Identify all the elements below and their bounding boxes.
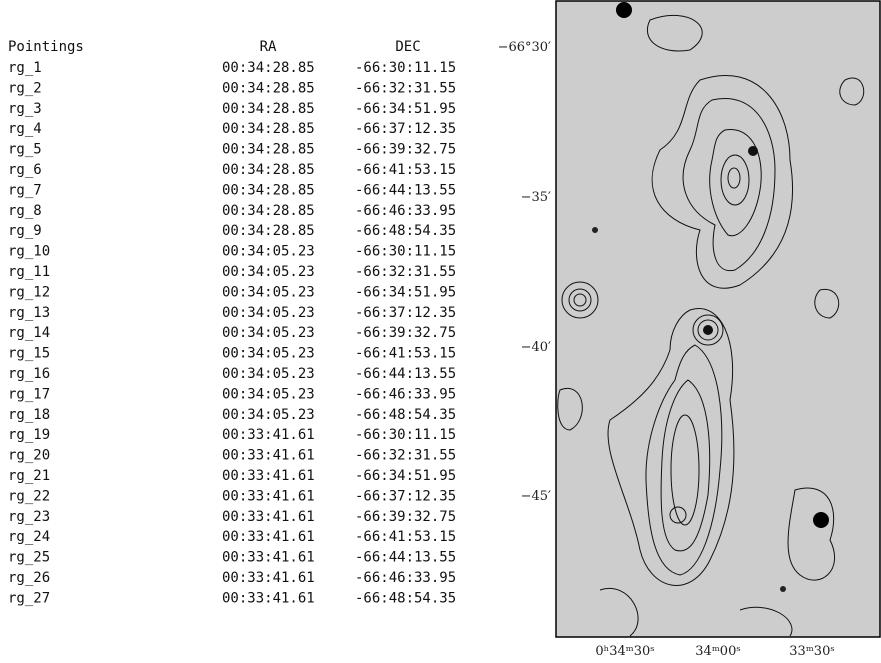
cell: -66:44:13.55 bbox=[355, 182, 456, 198]
cell: 00:33:41.61 bbox=[222, 427, 315, 443]
cell: -66:41:53.15 bbox=[355, 529, 456, 545]
cell: rg_23 bbox=[8, 509, 50, 525]
cell: -66:48:54.35 bbox=[355, 590, 456, 606]
cell: 00:33:41.61 bbox=[222, 550, 315, 566]
cell: 00:33:41.61 bbox=[222, 570, 315, 586]
cell: 00:34:28.85 bbox=[222, 182, 315, 198]
cell: rg_27 bbox=[8, 590, 50, 606]
cell: 00:34:05.23 bbox=[222, 366, 315, 382]
cell: rg_5 bbox=[8, 142, 42, 158]
cell: 00:33:41.61 bbox=[222, 529, 315, 545]
column-header: Pointings bbox=[8, 39, 84, 55]
y-axis-label: −66°30′ bbox=[498, 40, 551, 55]
cell: -66:37:12.35 bbox=[355, 488, 456, 504]
cell: -66:32:31.55 bbox=[355, 80, 456, 96]
cell: -66:46:33.95 bbox=[355, 386, 456, 402]
cell: 00:34:05.23 bbox=[222, 305, 315, 321]
cell: 00:34:28.85 bbox=[222, 80, 315, 96]
table: Pointings RA DEC rg_1 00:34:28.85 -66:30:11.1… bbox=[8, 39, 456, 606]
cell: -66:30:11.15 bbox=[355, 427, 456, 443]
cell: 00:34:05.23 bbox=[222, 284, 315, 300]
cell: rg_22 bbox=[8, 488, 50, 504]
cell: 00:34:28.85 bbox=[222, 101, 315, 117]
cell: -66:46:33.95 bbox=[355, 203, 456, 219]
cell: -66:44:13.55 bbox=[355, 366, 456, 382]
cell: rg_20 bbox=[8, 448, 50, 464]
cell: 00:33:41.61 bbox=[222, 509, 315, 525]
cell: 00:34:05.23 bbox=[222, 244, 315, 260]
cell: 00:34:28.85 bbox=[222, 142, 315, 158]
cell: rg_16 bbox=[8, 366, 50, 382]
cell: rg_1 bbox=[8, 60, 42, 76]
cell: 00:34:28.85 bbox=[222, 121, 315, 137]
cell: 00:34:05.23 bbox=[222, 264, 315, 280]
cell: rg_25 bbox=[8, 550, 50, 566]
y-axis-label: −45′ bbox=[521, 489, 551, 504]
cell: 00:34:05.23 bbox=[222, 346, 315, 362]
cell: -66:48:54.35 bbox=[355, 223, 456, 239]
column-header: RA bbox=[260, 39, 277, 55]
cell: 00:34:28.85 bbox=[222, 203, 315, 219]
page: Pointings RA DEC rg_1 00:34:28.85 -66:30:11.1… bbox=[0, 0, 881, 663]
cell: rg_6 bbox=[8, 162, 42, 178]
cell: -66:30:11.15 bbox=[355, 244, 456, 260]
cell: rg_4 bbox=[8, 121, 42, 137]
cell: rg_11 bbox=[8, 264, 50, 280]
cell: 00:34:28.85 bbox=[222, 162, 315, 178]
cell: -66:39:32.75 bbox=[355, 509, 456, 525]
cell: rg_10 bbox=[8, 244, 50, 260]
cell: rg_17 bbox=[8, 386, 50, 402]
cell: -66:46:33.95 bbox=[355, 570, 456, 586]
cell: -66:34:51.95 bbox=[355, 468, 456, 484]
x-axis-label: 33ᵐ30ˢ bbox=[789, 644, 834, 659]
cell: -66:44:13.55 bbox=[355, 550, 456, 566]
cell: -66:39:32.75 bbox=[355, 142, 456, 158]
cell: rg_26 bbox=[8, 570, 50, 586]
cell: rg_15 bbox=[8, 346, 50, 362]
cell: 00:34:05.23 bbox=[222, 325, 315, 341]
x-axis-label: 0ʰ34ᵐ30ˢ bbox=[595, 644, 654, 659]
cell: rg_13 bbox=[8, 305, 50, 321]
cell: -66:37:12.35 bbox=[355, 305, 456, 321]
y-axis-label: −40′ bbox=[521, 340, 551, 355]
cell: 00:34:05.23 bbox=[222, 386, 315, 402]
cell: 00:33:41.61 bbox=[222, 488, 315, 504]
cell: -66:41:53.15 bbox=[355, 162, 456, 178]
cell: rg_12 bbox=[8, 284, 50, 300]
cell: 00:33:41.61 bbox=[222, 590, 315, 606]
cell: 00:33:41.61 bbox=[222, 468, 315, 484]
cell: rg_2 bbox=[8, 80, 42, 96]
cell: rg_7 bbox=[8, 182, 42, 198]
cell: rg_21 bbox=[8, 468, 50, 484]
y-axis-label: −35′ bbox=[521, 190, 551, 205]
cell: -66:32:31.55 bbox=[355, 448, 456, 464]
cell: rg_19 bbox=[8, 427, 50, 443]
cell: 00:34:05.23 bbox=[222, 407, 315, 423]
cell: 00:33:41.61 bbox=[222, 448, 315, 464]
column-header: DEC bbox=[395, 39, 420, 55]
cell: -66:32:31.55 bbox=[355, 264, 456, 280]
cell: rg_3 bbox=[8, 101, 42, 117]
cell: -66:30:11.15 bbox=[355, 60, 456, 76]
cell: rg_14 bbox=[8, 325, 50, 341]
cell: -66:34:51.95 bbox=[355, 101, 456, 117]
cell: 00:34:28.85 bbox=[222, 60, 315, 76]
cell: 00:34:28.85 bbox=[222, 223, 315, 239]
cell: -66:41:53.15 bbox=[355, 346, 456, 362]
cell: rg_8 bbox=[8, 203, 42, 219]
sky-image bbox=[556, 1, 880, 637]
x-axis-label: 34ᵐ00ˢ bbox=[695, 644, 740, 659]
cell: -66:37:12.35 bbox=[355, 121, 456, 137]
cell: rg_9 bbox=[8, 223, 42, 239]
cell: -66:34:51.95 bbox=[355, 284, 456, 300]
cell: -66:39:32.75 bbox=[355, 325, 456, 341]
cell: rg_24 bbox=[8, 529, 50, 545]
cell: -66:48:54.35 bbox=[355, 407, 456, 423]
cell: rg_18 bbox=[8, 407, 50, 423]
